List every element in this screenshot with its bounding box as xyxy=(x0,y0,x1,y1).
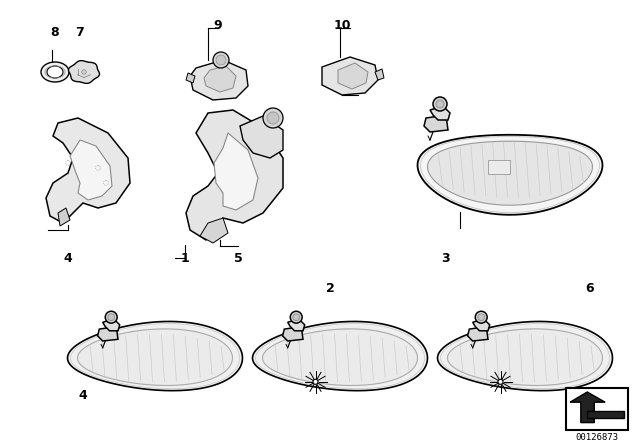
Polygon shape xyxy=(253,322,428,391)
Circle shape xyxy=(498,379,503,384)
Polygon shape xyxy=(322,57,378,95)
Polygon shape xyxy=(428,141,593,205)
Text: 1: 1 xyxy=(180,251,189,264)
Circle shape xyxy=(213,52,229,68)
Polygon shape xyxy=(190,60,248,100)
Polygon shape xyxy=(375,69,384,80)
Polygon shape xyxy=(447,329,602,385)
Polygon shape xyxy=(186,73,195,83)
Polygon shape xyxy=(200,218,228,243)
Text: 2: 2 xyxy=(326,281,334,294)
Circle shape xyxy=(476,311,487,323)
Polygon shape xyxy=(68,60,100,83)
Polygon shape xyxy=(102,319,120,331)
Polygon shape xyxy=(47,66,63,78)
Polygon shape xyxy=(186,110,283,240)
Text: 4: 4 xyxy=(79,388,88,401)
Text: 6: 6 xyxy=(586,281,595,294)
Polygon shape xyxy=(68,322,243,391)
Polygon shape xyxy=(46,118,130,223)
Polygon shape xyxy=(58,208,70,226)
Polygon shape xyxy=(204,66,236,92)
Polygon shape xyxy=(77,329,232,385)
Polygon shape xyxy=(430,106,450,120)
Polygon shape xyxy=(97,327,118,341)
Text: 8: 8 xyxy=(51,26,60,39)
Circle shape xyxy=(433,97,447,111)
Polygon shape xyxy=(473,319,490,331)
Circle shape xyxy=(216,55,226,65)
Circle shape xyxy=(82,70,86,74)
Polygon shape xyxy=(417,135,602,215)
Bar xyxy=(566,388,628,430)
Polygon shape xyxy=(70,140,112,200)
Circle shape xyxy=(436,100,444,108)
Polygon shape xyxy=(338,63,368,89)
Text: 5: 5 xyxy=(234,251,243,264)
Circle shape xyxy=(108,314,115,321)
Polygon shape xyxy=(588,411,624,418)
Polygon shape xyxy=(41,62,69,82)
Circle shape xyxy=(293,314,300,321)
Circle shape xyxy=(291,311,302,323)
Circle shape xyxy=(267,112,279,124)
Text: 3: 3 xyxy=(441,251,449,264)
Text: 00126873: 00126873 xyxy=(575,433,618,442)
Polygon shape xyxy=(262,329,417,385)
Polygon shape xyxy=(424,115,448,132)
Text: 10: 10 xyxy=(333,18,351,31)
Polygon shape xyxy=(214,133,258,210)
Polygon shape xyxy=(283,327,303,341)
Text: 7: 7 xyxy=(76,26,84,39)
Polygon shape xyxy=(468,327,488,341)
Polygon shape xyxy=(240,116,283,158)
Circle shape xyxy=(105,311,117,323)
Circle shape xyxy=(313,379,318,384)
Polygon shape xyxy=(288,319,305,331)
Polygon shape xyxy=(570,392,605,422)
Bar xyxy=(488,160,510,174)
Circle shape xyxy=(263,108,283,128)
Circle shape xyxy=(478,314,484,321)
Polygon shape xyxy=(438,322,612,391)
Text: 4: 4 xyxy=(63,251,72,264)
Text: 9: 9 xyxy=(214,18,222,31)
